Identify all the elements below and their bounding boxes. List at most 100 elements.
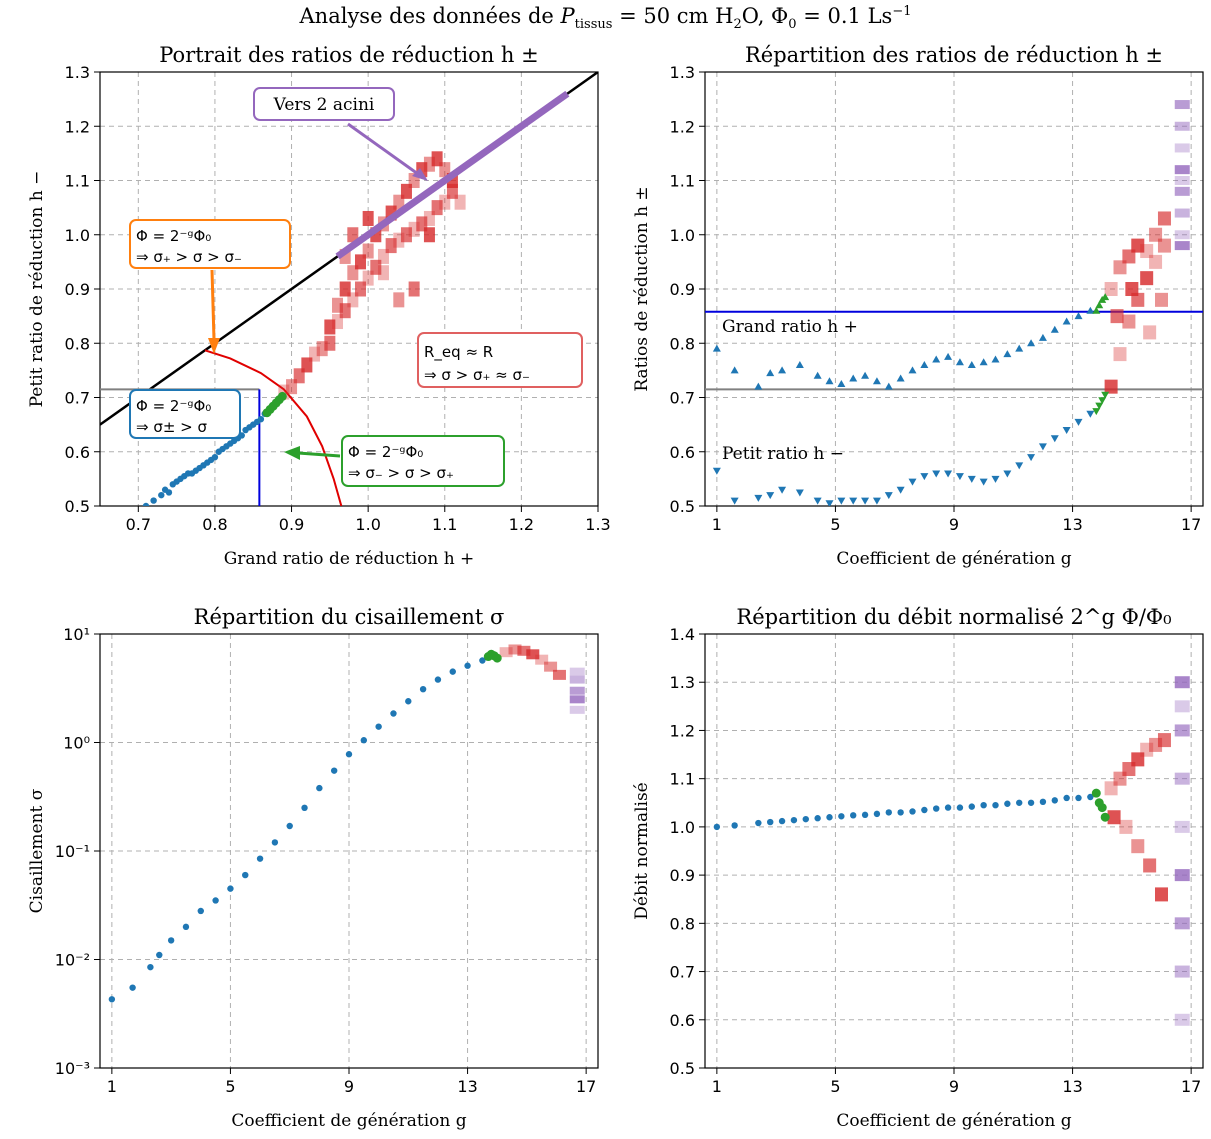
red-cell (339, 303, 351, 319)
red-cell (370, 227, 382, 243)
y-tick-label: 0.5 (65, 497, 90, 516)
red-cell (1131, 292, 1145, 307)
red-cell (1149, 227, 1163, 242)
y-tick-label: 0.6 (65, 443, 90, 462)
x-tick-label: 5 (225, 1077, 235, 1096)
green-point (1092, 306, 1101, 314)
panel-title: Répartition du débit normalisé 2^g Φ/Φ₀ (736, 605, 1171, 629)
h-plus-point (932, 355, 941, 363)
y-tick-label: 1.3 (670, 63, 695, 82)
h-plus-point (1003, 350, 1012, 358)
h-minus-point (778, 486, 787, 494)
blue-point (150, 497, 157, 504)
h-minus-point (712, 467, 721, 475)
red-cell (332, 314, 344, 330)
red-cell (408, 281, 420, 297)
figure-suptitle: Analyse des données de Ptissus = 50 cm H… (299, 4, 912, 33)
annotation-red-line1: R_eq ≈ R (424, 343, 493, 362)
flow-point (1027, 799, 1035, 806)
h-plus-point (991, 355, 1000, 363)
x-tick-label: 9 (949, 1077, 959, 1096)
red-cell (1140, 271, 1154, 286)
label-petit-ratio: Petit ratio h − (722, 444, 844, 464)
purple-segment (335, 90, 570, 260)
annotation-red-line2: ⇒ σ > σ₊ ≈ σ₋ (424, 366, 530, 384)
red-cell (286, 379, 298, 395)
purple-cell (1174, 917, 1190, 930)
x-tick-label: 13 (457, 1077, 477, 1096)
red-cell (1113, 260, 1127, 275)
sigma-point (316, 784, 323, 792)
h-minus-point (1003, 470, 1012, 478)
h-minus-point (1050, 435, 1059, 443)
h-minus-point (896, 486, 905, 494)
purple-cell (1174, 1013, 1190, 1026)
purple-cell (1174, 772, 1190, 785)
h-minus-point (1074, 418, 1083, 426)
h-plus-point (908, 366, 917, 374)
green-point (1097, 803, 1107, 813)
red-cell (393, 232, 405, 248)
red-cell (508, 644, 522, 655)
flow-point (992, 801, 999, 809)
panel-1: 0.7 0.8 0.9 1.0 1.1 1.2 1.3 0.5 0.6 0.7 0.8 0.9 1.0 1… (27, 43, 611, 569)
x-tick-label: 0.8 (202, 515, 227, 534)
purple-cell (569, 675, 585, 684)
green-point (1092, 408, 1101, 416)
sigma-point (345, 751, 353, 758)
x-tick-label: 1 (712, 515, 722, 534)
x-tick-label: 1 (107, 1077, 117, 1096)
flow-point (731, 822, 738, 829)
green-point (1091, 788, 1101, 798)
h-minus-point (955, 473, 964, 481)
red-cell (362, 210, 374, 226)
y-tick-label: 0.8 (670, 914, 695, 933)
blue-point (257, 416, 265, 423)
h-plus-point (837, 379, 846, 387)
panel-2: 1 5 9 13 17 0.5 0.6 0.7 0.8 0.9 1.0 1.1 1.2 1.3 Répart… (632, 43, 1204, 569)
red-cell (347, 227, 359, 243)
green-point (1101, 391, 1110, 399)
flow-point (921, 806, 928, 814)
y-tick-label: 0.5 (670, 497, 695, 516)
h-plus-point (896, 374, 905, 382)
annotation-orange-line2: ⇒ σ₊ > σ > σ₋ (136, 248, 242, 266)
x-tick-label: 0.9 (279, 515, 304, 534)
red-cell (526, 649, 540, 660)
y-tick-label: 1.1 (65, 172, 90, 191)
h-minus-point (1086, 410, 1095, 418)
red-cell (293, 368, 305, 384)
h-minus-point (967, 475, 976, 483)
h-plus-point (813, 371, 822, 379)
flow-point (1075, 794, 1082, 802)
y-tick-label: 0.9 (670, 866, 695, 885)
y-axis-label: Débit normalisé (632, 782, 652, 919)
flow-point (897, 809, 904, 816)
panel-3: 1 5 9 13 17 10⁻³ 10⁻² 10⁻¹ 10⁰ 10¹ Répartition du … (27, 605, 599, 1131)
h-minus-point (884, 492, 893, 500)
annotation-box-green (341, 435, 505, 487)
y-tick-label: 0.9 (65, 280, 90, 299)
flow-point (1063, 794, 1070, 802)
h-plus-point (861, 371, 870, 379)
green-point (1095, 402, 1104, 410)
sigma-point (360, 737, 368, 744)
h-plus-point (884, 382, 893, 390)
h-minus-point (754, 494, 763, 502)
flow-point (755, 819, 762, 827)
red-cell (393, 194, 405, 210)
red-cell (439, 194, 451, 210)
y-tick-label: 0.7 (670, 389, 695, 408)
h-plus-point (955, 358, 964, 366)
y-tick-label: 1.4 (670, 625, 695, 644)
red-cell (1122, 249, 1136, 264)
h-plus-point (1050, 325, 1059, 333)
x-tick-label: 9 (344, 1077, 354, 1096)
red-cell (423, 210, 435, 226)
flow-point (944, 804, 952, 811)
plot-area (705, 100, 1203, 506)
sigma-point (242, 871, 249, 879)
flow-point (778, 817, 786, 825)
red-cell (339, 281, 351, 297)
red-cell (1155, 887, 1168, 902)
